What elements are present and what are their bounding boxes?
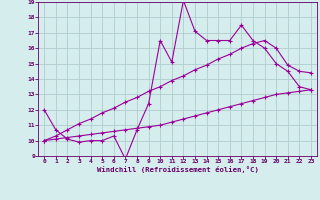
X-axis label: Windchill (Refroidissement éolien,°C): Windchill (Refroidissement éolien,°C) [97,166,259,173]
